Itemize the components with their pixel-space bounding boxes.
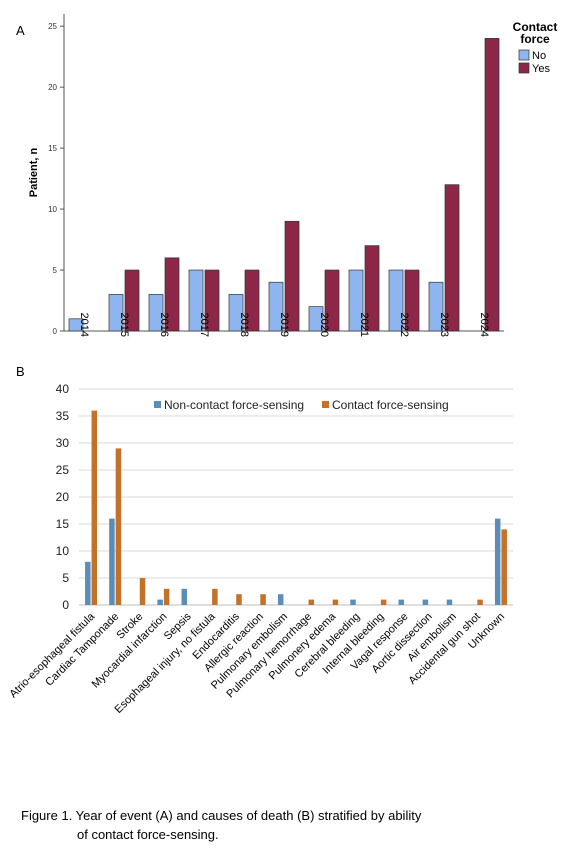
bar-contact-3: [163, 588, 170, 605]
bar-contact-1: [115, 448, 122, 605]
x-tick-label: 2017: [198, 313, 210, 337]
bar-yes-2020: [324, 269, 340, 332]
bar-non-contact-17: [494, 518, 501, 605]
bar-contact-17: [501, 529, 507, 605]
x-tick-label: 2024: [478, 313, 490, 337]
caption-line-1: Figure 1. Year of event (A) and causes o…: [21, 808, 422, 823]
y-tick-label: 25: [48, 22, 57, 31]
y-tick-label: 35: [56, 409, 70, 423]
y-tick-label: 25: [56, 463, 70, 477]
bar-contact-9: [308, 599, 315, 605]
caption-line-2: of contact force-sensing.: [77, 827, 219, 842]
bar-non-contact-13: [398, 599, 404, 605]
y-tick-label: 15: [56, 517, 70, 531]
y-tick-label: 20: [48, 83, 57, 92]
y-axis-label: Patient, n: [28, 147, 40, 197]
y-tick-label: 0: [62, 598, 69, 612]
y-tick-label: 5: [53, 266, 58, 275]
bar-no-2018: [228, 294, 244, 332]
bar-no-2015: [108, 294, 124, 332]
bar-yes-2022: [404, 269, 420, 332]
bar-no-2022: [388, 269, 404, 332]
legend-swatch-0: [154, 401, 161, 408]
y-tick-label: 5: [62, 571, 69, 585]
bar-non-contact-3: [157, 599, 163, 605]
legend-label-no: No: [532, 50, 546, 62]
bar-yes-2017: [204, 269, 220, 332]
bar-no-2023: [428, 281, 444, 332]
x-tick-label: 2018: [238, 313, 250, 337]
bar-no-2019: [268, 281, 284, 332]
bar-non-contact-0: [85, 561, 91, 605]
bar-non-contact-1: [109, 518, 115, 605]
bar-contact-16: [477, 599, 483, 605]
legend-swatch-1: [322, 401, 329, 408]
bar-no-2016: [148, 294, 164, 332]
bar-non-contact-4: [181, 588, 187, 605]
legend-title-line-1: Contact: [513, 20, 558, 34]
legend-label-yes: Yes: [532, 63, 550, 75]
bar-contact-10: [332, 599, 339, 605]
bar-contact-2: [139, 578, 146, 605]
bar-contact-5: [212, 588, 218, 605]
x-tick-label: 2023: [438, 313, 450, 337]
panel-a-letter: A: [16, 23, 25, 38]
bar-yes-2024: [484, 38, 500, 332]
y-tick-label: 10: [48, 205, 57, 214]
y-tick-label: 10: [56, 544, 70, 558]
bar-non-contact-8: [277, 594, 284, 605]
legend-label-1: Contact force-sensing: [332, 398, 449, 412]
x-tick-label: 2020: [318, 313, 330, 337]
bar-non-contact-14: [422, 599, 429, 605]
bar-no-2020: [308, 306, 324, 332]
bar-yes-2015: [124, 269, 140, 332]
bar-yes-2019: [284, 220, 300, 332]
legend-label-0: Non-contact force-sensing: [164, 398, 304, 412]
bar-yes-2018: [244, 269, 260, 332]
x-tick-label: 2021: [358, 313, 370, 337]
bar-no-2021: [348, 269, 364, 332]
x-tick-label: 2015: [118, 313, 130, 337]
y-tick-label: 0: [53, 327, 58, 336]
bar-contact-0: [91, 410, 98, 605]
bar-contact-6: [236, 594, 242, 605]
figure-caption: Figure 1. Year of event (A) and causes o…: [21, 806, 551, 844]
y-tick-label: 40: [56, 382, 70, 396]
bar-contact-12: [380, 599, 387, 605]
legend-title-line-2: force: [520, 32, 550, 46]
panel-b-letter: B: [16, 364, 25, 379]
bar-yes-2023: [444, 184, 460, 332]
x-tick-label: 2019: [278, 313, 290, 337]
y-tick-label: 30: [56, 436, 70, 450]
x-tick-label: 2022: [398, 313, 410, 337]
bar-non-contact-15: [446, 599, 453, 605]
legend-swatch-yes: [518, 62, 530, 74]
bar-non-contact-11: [350, 599, 356, 605]
bar-contact-7: [260, 594, 266, 605]
x-tick-label: 2016: [158, 313, 170, 337]
chart-a: 0 5 10 15 20 25 Patient, n 2014 2015 2016 2017 2018…: [28, 14, 557, 337]
x-tick-label: 2014: [78, 313, 90, 337]
y-tick-label: 15: [48, 144, 57, 153]
bar-yes-2021: [364, 245, 380, 332]
legend-swatch-no: [518, 49, 530, 61]
y-tick-label: 20: [56, 490, 70, 504]
bar-no-2014: [68, 318, 84, 332]
bar-yes-2016: [164, 257, 180, 332]
bar-no-2017: [188, 269, 204, 332]
